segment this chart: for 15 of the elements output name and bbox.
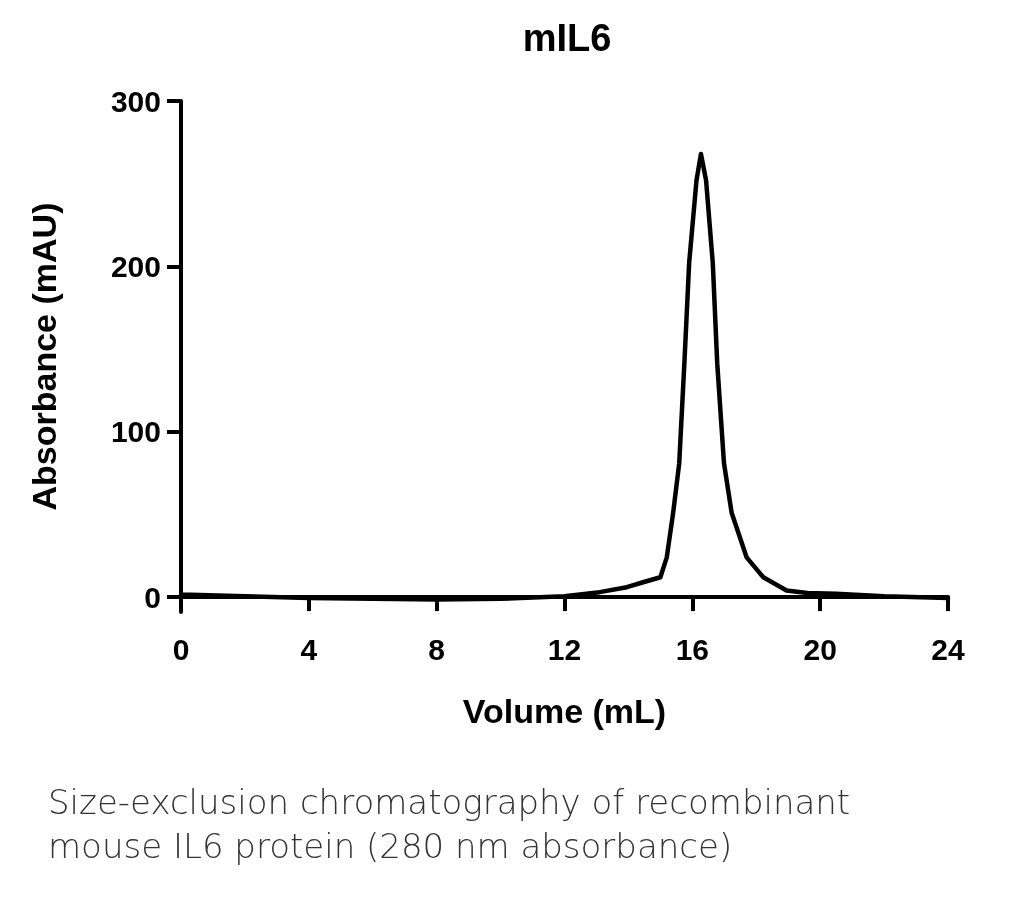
x-axis-title: Volume (mL) <box>462 692 667 730</box>
y-tick-label: 200 <box>110 249 161 283</box>
x-tick-label: 0 <box>172 632 190 666</box>
text: Size-exclusion chromatography of recombinant mouse IL6 protein (280 nm absorbance) <box>48 781 852 869</box>
x-tick-label: 12 <box>547 632 582 666</box>
chart-title: mIL6 <box>522 17 612 59</box>
y-axis-title: Absorbance (mAU) <box>25 202 63 511</box>
x-tick-label: 16 <box>675 632 710 666</box>
y-tick-label: 100 <box>110 415 161 449</box>
y-tick-label: 0 <box>144 580 161 614</box>
x-tick-label: 24 <box>931 632 965 666</box>
x-tick-label: 8 <box>428 632 446 666</box>
y-tick-label: 300 <box>110 84 161 118</box>
x-tick-label: 20 <box>803 632 837 666</box>
x-tick-label: 4 <box>300 632 318 666</box>
